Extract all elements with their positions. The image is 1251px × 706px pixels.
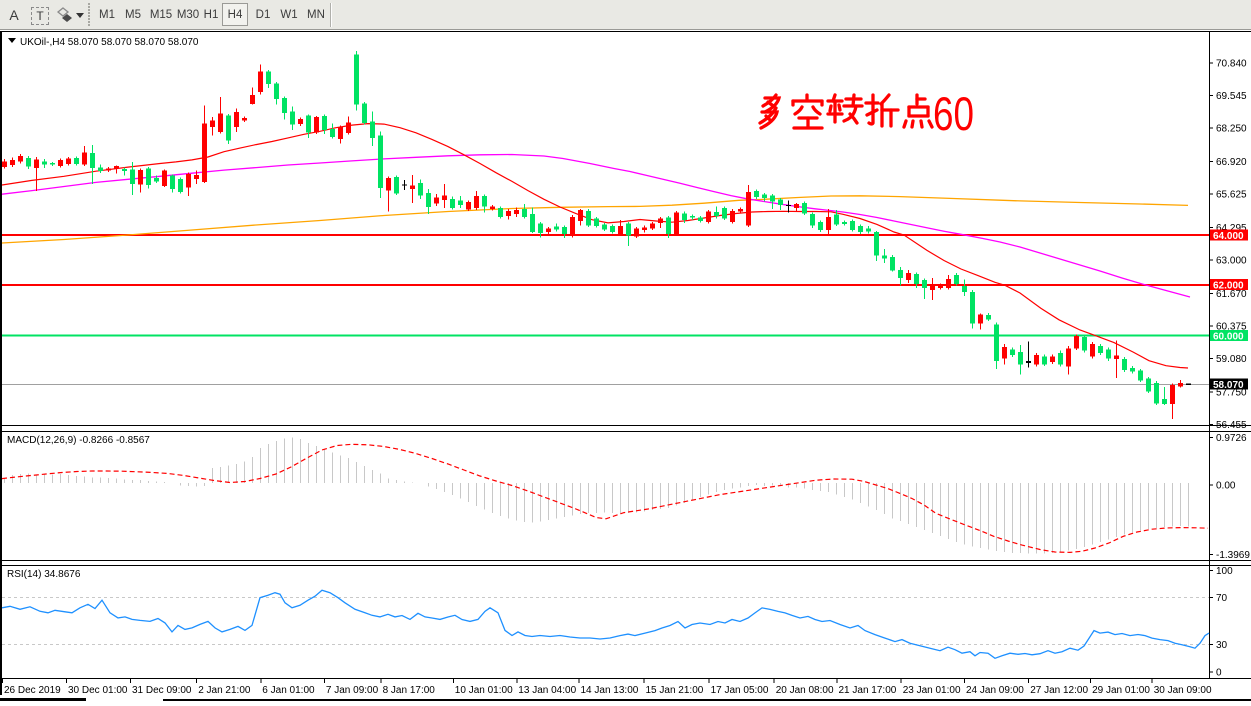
svg-text:0.00: 0.00	[1216, 481, 1236, 492]
svg-text:62.000: 62.000	[1213, 280, 1244, 291]
svg-text:13 Jan 04:00: 13 Jan 04:00	[518, 685, 576, 696]
svg-text:57.750: 57.750	[1216, 388, 1247, 399]
svg-text:8 Jan 17:00: 8 Jan 17:00	[383, 685, 436, 696]
svg-text:68.250: 68.250	[1216, 124, 1247, 135]
svg-text:65.625: 65.625	[1216, 190, 1247, 201]
svg-text:64.295: 64.295	[1216, 223, 1247, 234]
svg-text:20 Jan 08:00: 20 Jan 08:00	[776, 685, 834, 696]
svg-text:15 Jan 21:00: 15 Jan 21:00	[646, 685, 704, 696]
svg-text:30 Dec 01:00: 30 Dec 01:00	[68, 685, 128, 696]
svg-text:30: 30	[1216, 640, 1228, 651]
svg-text:66.920: 66.920	[1216, 157, 1247, 168]
svg-text:58.070: 58.070	[1213, 380, 1244, 391]
svg-text:14 Jan 13:00: 14 Jan 13:00	[581, 685, 639, 696]
svg-text:100: 100	[1216, 566, 1233, 577]
svg-text:30 Jan 09:00: 30 Jan 09:00	[1154, 685, 1212, 696]
svg-text:27 Jan 12:00: 27 Jan 12:00	[1030, 685, 1088, 696]
svg-text:61.670: 61.670	[1216, 289, 1247, 300]
svg-text:0: 0	[1216, 667, 1222, 678]
svg-text:MACD(12,26,9) -0.8266 -0.8567: MACD(12,26,9) -0.8266 -0.8567	[7, 435, 150, 446]
svg-text:70: 70	[1216, 593, 1228, 604]
svg-text:64.000: 64.000	[1213, 231, 1244, 242]
svg-text:26 Dec 2019: 26 Dec 2019	[4, 685, 61, 696]
svg-text:2 Jan 21:00: 2 Jan 21:00	[198, 685, 251, 696]
svg-text:24 Jan 09:00: 24 Jan 09:00	[966, 685, 1024, 696]
svg-text:7 Jan 09:00: 7 Jan 09:00	[326, 685, 379, 696]
svg-text:60.375: 60.375	[1216, 322, 1247, 333]
svg-text:31 Dec 09:00: 31 Dec 09:00	[132, 685, 192, 696]
svg-text:56.455: 56.455	[1216, 420, 1247, 431]
svg-text:60: 60	[933, 87, 974, 140]
svg-text:-1.3969: -1.3969	[1216, 550, 1250, 561]
svg-text:21 Jan 17:00: 21 Jan 17:00	[839, 685, 897, 696]
svg-text:29 Jan 01:00: 29 Jan 01:00	[1092, 685, 1150, 696]
svg-text:6 Jan 01:00: 6 Jan 01:00	[262, 685, 315, 696]
svg-text:23 Jan 01:00: 23 Jan 01:00	[903, 685, 961, 696]
svg-text:63.000: 63.000	[1216, 256, 1247, 267]
svg-text:0.9726: 0.9726	[1216, 433, 1247, 444]
svg-text:70.840: 70.840	[1216, 59, 1247, 70]
svg-text:UKOil-,H4 58.070 58.070 58.07: UKOil-,H4 58.070 58.070 58.070 58.070	[20, 37, 199, 48]
svg-text:17 Jan 05:00: 17 Jan 05:00	[711, 685, 769, 696]
svg-text:RSI(14) 34.8676: RSI(14) 34.8676	[7, 569, 81, 580]
svg-text:69.545: 69.545	[1216, 91, 1247, 102]
svg-text:60.000: 60.000	[1213, 331, 1244, 342]
svg-text:10 Jan 01:00: 10 Jan 01:00	[455, 685, 513, 696]
svg-text:59.080: 59.080	[1216, 354, 1247, 365]
